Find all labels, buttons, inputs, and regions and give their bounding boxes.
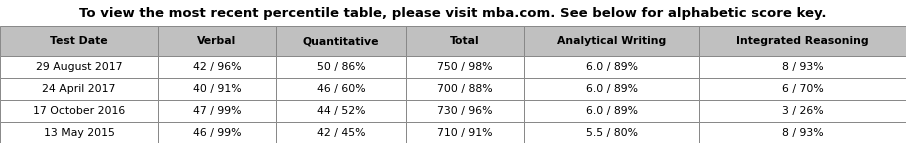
Bar — [524, 122, 699, 143]
Bar — [158, 56, 276, 78]
Text: Test Date: Test Date — [50, 36, 108, 46]
Text: 6.0 / 89%: 6.0 / 89% — [585, 62, 638, 72]
Bar — [0, 78, 158, 100]
Bar — [699, 26, 906, 56]
Bar — [699, 122, 906, 143]
Text: Analytical Writing: Analytical Writing — [557, 36, 666, 46]
Text: 8 / 93%: 8 / 93% — [782, 62, 824, 72]
Text: Integrated Reasoning: Integrated Reasoning — [737, 36, 869, 46]
Bar — [699, 100, 906, 122]
Text: 710 / 91%: 710 / 91% — [438, 128, 493, 138]
Text: 750 / 98%: 750 / 98% — [438, 62, 493, 72]
Bar — [406, 100, 524, 122]
Bar — [158, 78, 276, 100]
Text: 42 / 45%: 42 / 45% — [317, 128, 365, 138]
Text: 730 / 96%: 730 / 96% — [438, 106, 493, 116]
Text: 46 / 99%: 46 / 99% — [193, 128, 241, 138]
Text: To view the most recent percentile table, please visit mba.com. See below for al: To view the most recent percentile table… — [79, 6, 827, 19]
Bar — [158, 122, 276, 143]
Text: 6.0 / 89%: 6.0 / 89% — [585, 106, 638, 116]
Bar — [699, 56, 906, 78]
Bar — [0, 56, 158, 78]
Bar — [406, 56, 524, 78]
Bar — [524, 78, 699, 100]
Text: 17 October 2016: 17 October 2016 — [33, 106, 125, 116]
Text: 47 / 99%: 47 / 99% — [193, 106, 241, 116]
Text: 13 May 2015: 13 May 2015 — [43, 128, 114, 138]
Bar — [524, 56, 699, 78]
Text: 5.5 / 80%: 5.5 / 80% — [585, 128, 638, 138]
Bar — [276, 100, 406, 122]
Text: Quantitative: Quantitative — [303, 36, 380, 46]
Bar — [0, 100, 158, 122]
Text: 700 / 88%: 700 / 88% — [438, 84, 493, 94]
Text: 42 / 96%: 42 / 96% — [193, 62, 241, 72]
Bar — [158, 26, 276, 56]
Text: 46 / 60%: 46 / 60% — [317, 84, 365, 94]
Bar — [524, 26, 699, 56]
Text: 44 / 52%: 44 / 52% — [317, 106, 365, 116]
Bar — [699, 78, 906, 100]
Text: 50 / 86%: 50 / 86% — [317, 62, 365, 72]
Bar — [276, 26, 406, 56]
Bar — [406, 26, 524, 56]
Text: Verbal: Verbal — [198, 36, 236, 46]
Text: 6 / 70%: 6 / 70% — [782, 84, 824, 94]
Text: Total: Total — [450, 36, 480, 46]
Bar — [0, 26, 158, 56]
Bar — [276, 56, 406, 78]
Bar — [406, 78, 524, 100]
Text: 6.0 / 89%: 6.0 / 89% — [585, 84, 638, 94]
Text: 29 August 2017: 29 August 2017 — [35, 62, 122, 72]
Text: 24 April 2017: 24 April 2017 — [43, 84, 116, 94]
Bar — [158, 100, 276, 122]
Text: 40 / 91%: 40 / 91% — [193, 84, 241, 94]
Bar — [406, 122, 524, 143]
Text: 3 / 26%: 3 / 26% — [782, 106, 824, 116]
Bar — [0, 122, 158, 143]
Bar — [524, 100, 699, 122]
Bar — [276, 122, 406, 143]
Text: 8 / 93%: 8 / 93% — [782, 128, 824, 138]
Bar — [276, 78, 406, 100]
